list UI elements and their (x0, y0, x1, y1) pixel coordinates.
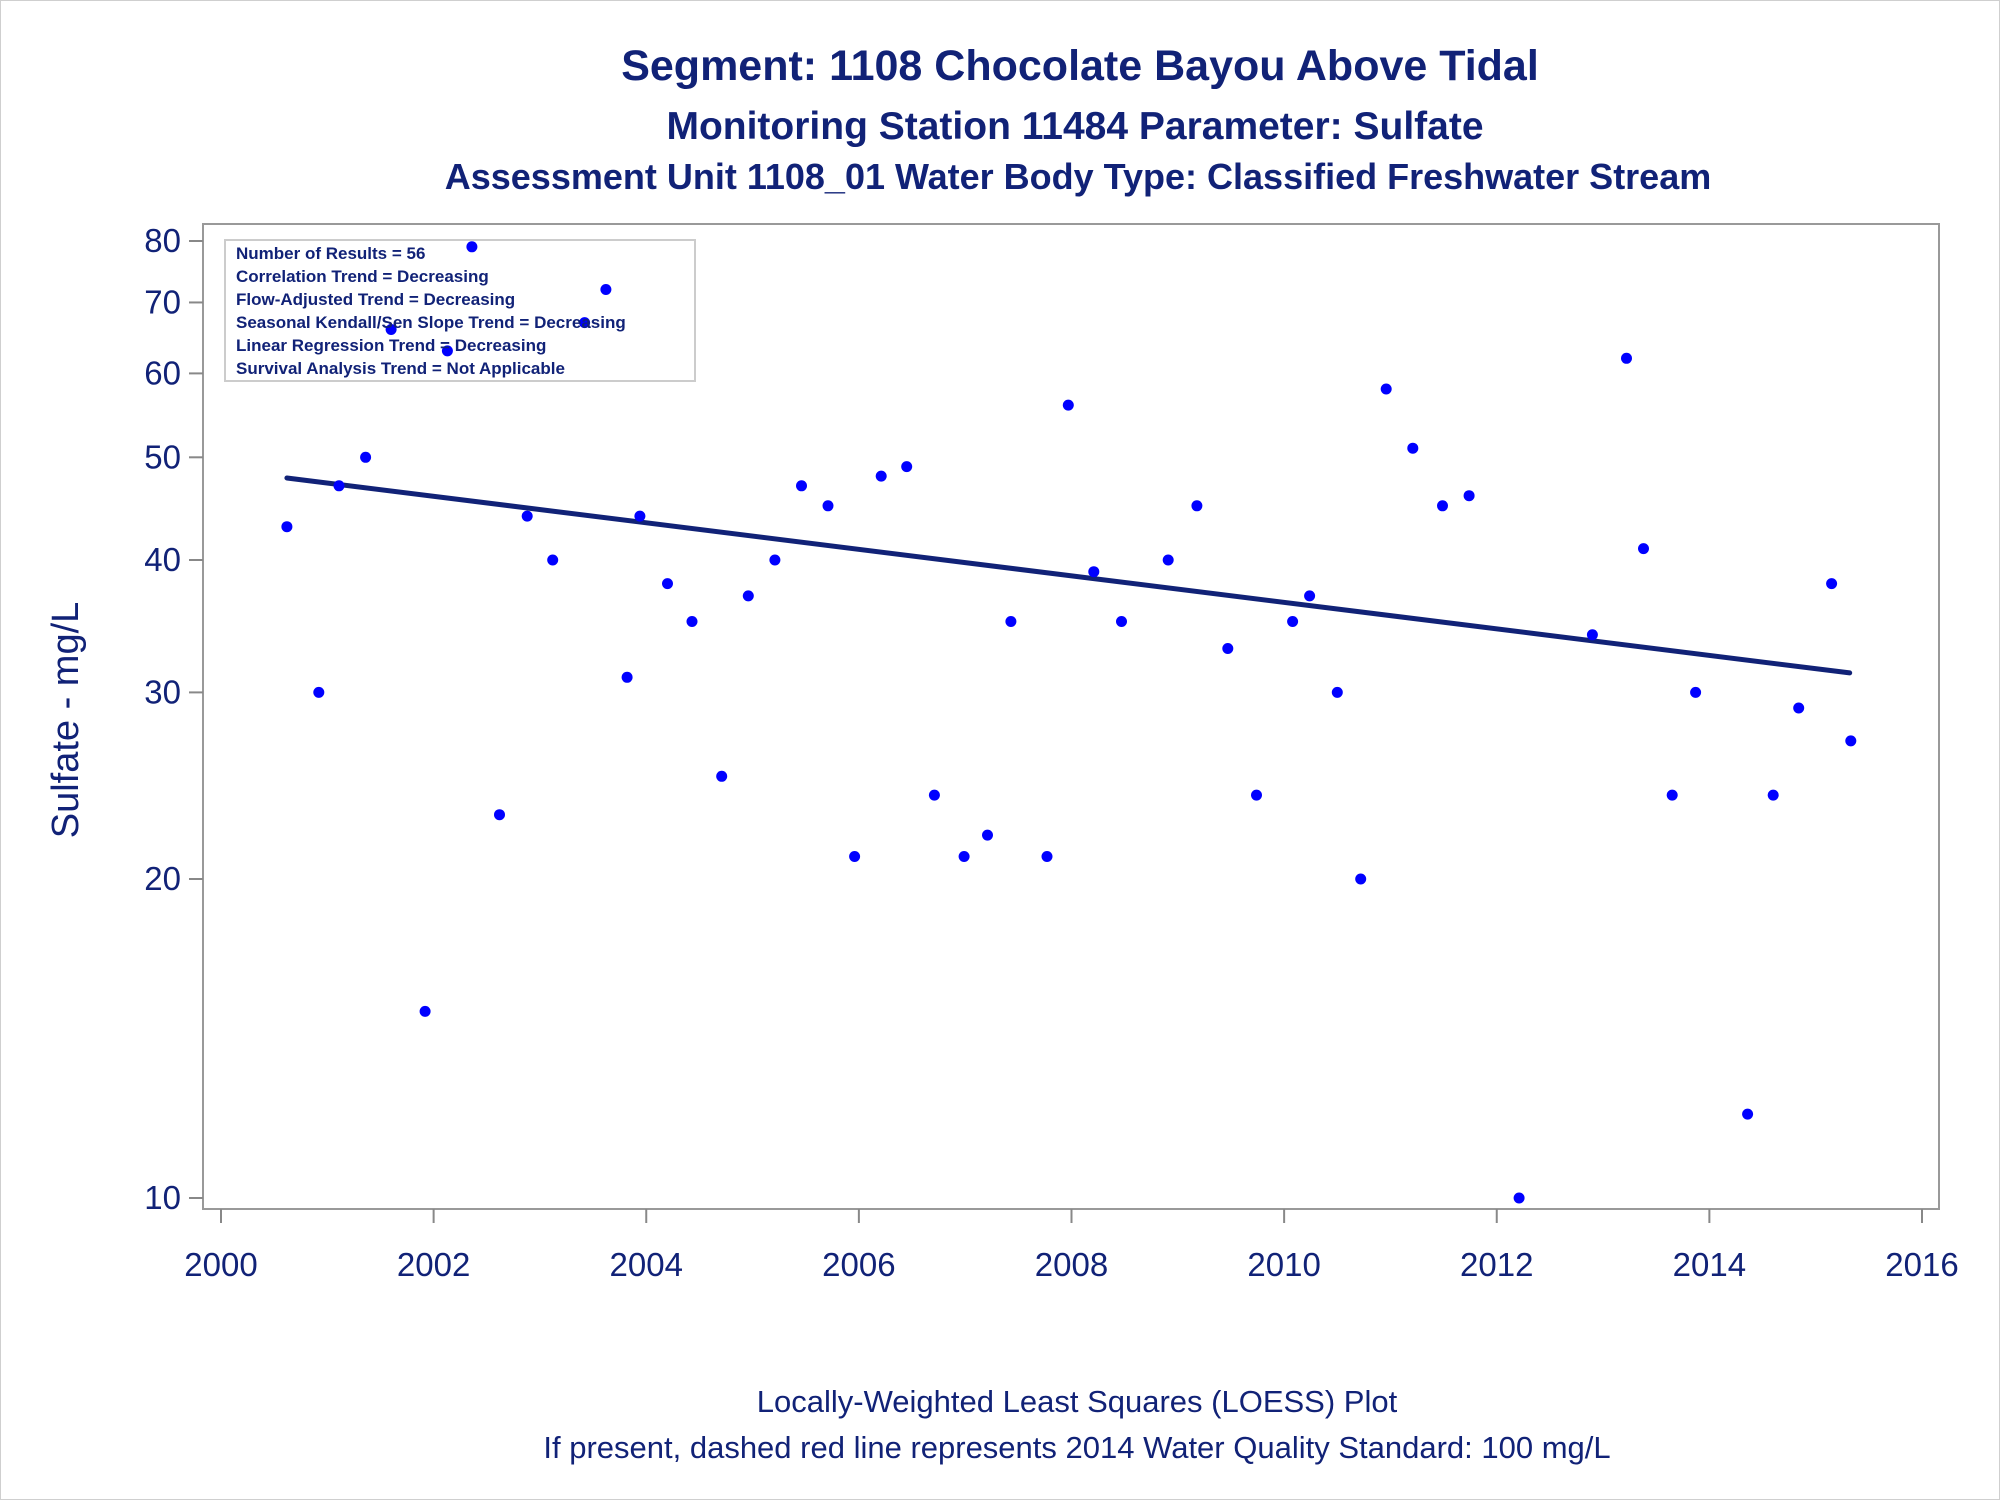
data-point (1251, 789, 1262, 801)
y-tick-label: 30 (144, 673, 181, 710)
stats-line-linear-regression: Linear Regression Trend = Decreasing (236, 336, 546, 355)
data-point (494, 809, 505, 821)
trend-line-group (284, 475, 1853, 676)
stats-legend-frame (224, 239, 696, 382)
data-point (1088, 566, 1100, 578)
data-point (901, 461, 913, 473)
data-point (466, 241, 478, 253)
data-point (579, 317, 591, 329)
data-point (958, 851, 970, 862)
data-point (1331, 686, 1343, 698)
data-point (634, 510, 646, 522)
y-tick-label: 50 (144, 438, 181, 475)
data-point (796, 480, 807, 492)
data-point (1062, 399, 1074, 411)
data-point (1621, 352, 1632, 364)
data-point (1437, 500, 1448, 512)
x-tick-label: 2000 (184, 1246, 257, 1283)
stats-line-flow-adjusted: Flow-Adjusted Trend = Decreasing (236, 290, 515, 309)
data-point (621, 671, 633, 683)
x-tick-label: 2014 (1673, 1246, 1746, 1283)
data-point (1463, 490, 1475, 502)
data-point (1191, 500, 1203, 512)
x-tick-label: 2012 (1460, 1246, 1533, 1283)
data-point (1116, 616, 1127, 627)
y-tick-label: 60 (144, 354, 181, 391)
stats-line-survival: Survival Analysis Trend = Not Applicable (236, 359, 565, 378)
data-point (1666, 789, 1678, 801)
chart-title: Segment: 1108 Chocolate Bayou Above Tida… (621, 42, 1539, 90)
data-point (1513, 1192, 1525, 1204)
x-tick-label: 2008 (1035, 1246, 1108, 1283)
data-point (1222, 643, 1234, 654)
data-points (281, 241, 1857, 1204)
data-point (600, 284, 612, 295)
data-point (982, 829, 993, 841)
y-axis-label: Sulfate - mg/L (45, 602, 87, 839)
data-point (385, 324, 397, 335)
data-point (1767, 789, 1779, 801)
data-point (1793, 702, 1805, 714)
data-point (742, 590, 754, 602)
data-point (1162, 554, 1174, 566)
data-point (281, 521, 293, 533)
data-point (419, 1005, 431, 1017)
data-point (769, 554, 781, 566)
data-point (1638, 543, 1649, 555)
data-point (1407, 442, 1419, 454)
data-point (313, 686, 325, 698)
x-tick-label: 2010 (1247, 1246, 1320, 1283)
plot-area (202, 223, 1940, 1210)
x-tick-label: 2004 (610, 1246, 683, 1283)
y-tick-label: 20 (144, 860, 181, 897)
chart-subtitle-2: Assessment Unit 1108_01 Water Body Type:… (445, 156, 1712, 197)
data-point (1287, 616, 1299, 627)
stats-line-seasonal-kendall: Seasonal Kendall/Sen Slope Trend = Decre… (236, 313, 626, 332)
stats-line-results: Number of Results = 56 (236, 244, 425, 263)
x-axis: 2000 2002 2004 2006 2008 2010 2012 2014 2016 (184, 1209, 1959, 1283)
y-axis: 10 20 30 40 50 60 70 80 (144, 222, 203, 1216)
data-point (1586, 629, 1598, 641)
data-point (875, 470, 887, 482)
data-point (1380, 383, 1392, 395)
data-point (1845, 735, 1857, 747)
data-point (1742, 1108, 1754, 1120)
data-point (662, 578, 673, 590)
data-point (547, 554, 559, 566)
footnote-standard: If present, dashed red line represents 2… (543, 1430, 1610, 1465)
data-point (822, 500, 834, 512)
x-tick-label: 2006 (822, 1246, 895, 1283)
data-point (1355, 873, 1367, 885)
stats-line-correlation: Correlation Trend = Decreasing (236, 267, 489, 286)
data-point (1690, 686, 1702, 698)
stats-legend-box: Number of Results = 56 Correlation Trend… (224, 239, 696, 382)
y-tick-label: 40 (144, 541, 181, 578)
data-point (928, 789, 940, 801)
data-point (360, 451, 372, 463)
data-point (333, 480, 345, 492)
data-point (441, 345, 453, 357)
data-point (686, 616, 698, 627)
y-tick-label: 70 (144, 283, 181, 320)
data-point (849, 851, 861, 862)
loess-trend-line (284, 475, 1853, 676)
x-tick-label: 2016 (1885, 1246, 1958, 1283)
y-tick-label: 80 (144, 222, 181, 259)
data-point (1304, 590, 1316, 602)
footnote-loess: Locally-Weighted Least Squares (LOESS) P… (757, 1384, 1398, 1419)
y-tick-label: 10 (144, 1179, 181, 1216)
data-point (1826, 578, 1838, 590)
data-point (1041, 851, 1053, 862)
x-tick-label: 2002 (397, 1246, 470, 1283)
chart-subtitle: Monitoring Station 11484 Parameter: Sulf… (666, 105, 1483, 148)
data-point (521, 510, 533, 522)
data-point (716, 770, 728, 782)
data-point (1005, 616, 1017, 627)
